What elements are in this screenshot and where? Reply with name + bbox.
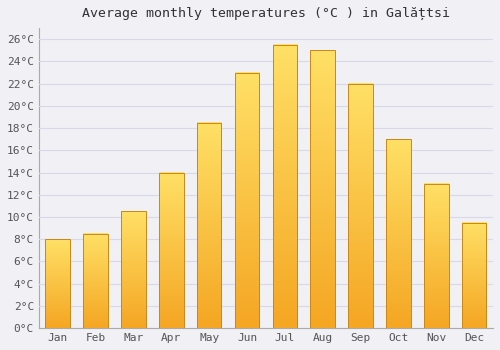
Bar bbox=[310, 50, 335, 328]
Bar bbox=[424, 184, 448, 328]
Bar bbox=[197, 122, 222, 328]
Bar bbox=[386, 139, 410, 328]
Bar bbox=[348, 84, 373, 328]
Bar bbox=[386, 139, 410, 328]
Bar bbox=[121, 211, 146, 328]
Bar bbox=[462, 223, 486, 328]
Bar bbox=[310, 50, 335, 328]
Bar bbox=[272, 45, 297, 328]
Title: Average monthly temperatures (°C ) in Galățtsi: Average monthly temperatures (°C ) in Ga… bbox=[82, 7, 450, 20]
Bar bbox=[462, 223, 486, 328]
Bar bbox=[46, 239, 70, 328]
Bar bbox=[234, 72, 260, 328]
Bar bbox=[84, 234, 108, 328]
Bar bbox=[234, 72, 260, 328]
Bar bbox=[84, 234, 108, 328]
Bar bbox=[121, 211, 146, 328]
Bar bbox=[424, 184, 448, 328]
Bar bbox=[197, 122, 222, 328]
Bar bbox=[46, 239, 70, 328]
Bar bbox=[159, 173, 184, 328]
Bar bbox=[348, 84, 373, 328]
Bar bbox=[159, 173, 184, 328]
Bar bbox=[272, 45, 297, 328]
